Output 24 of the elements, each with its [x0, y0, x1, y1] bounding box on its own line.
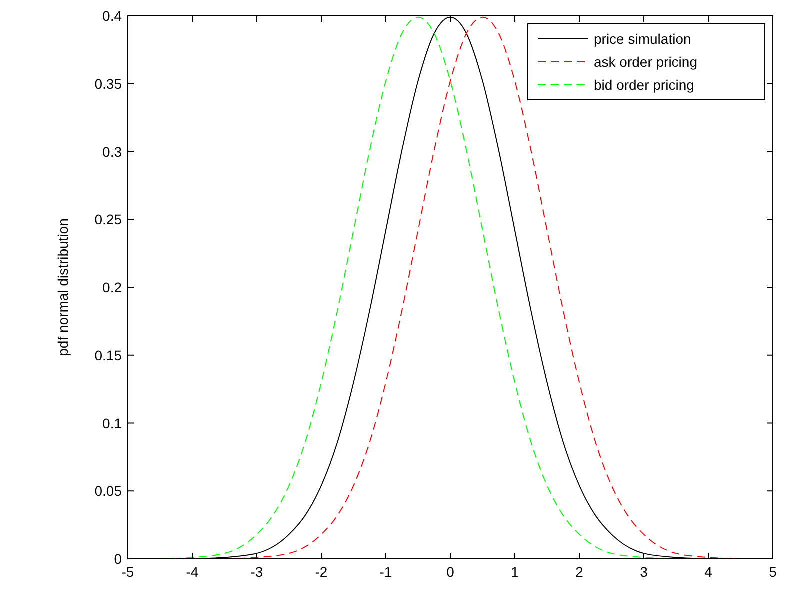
y-tick-label: 0.3 [102, 144, 122, 160]
x-tick-label: -1 [380, 564, 392, 580]
x-tick-label: -5 [122, 564, 134, 580]
legend-label: bid order pricing [594, 77, 694, 93]
y-tick-label: 0.35 [94, 76, 122, 92]
legend-label: price simulation [594, 31, 692, 47]
x-tick-label: 2 [576, 564, 584, 580]
x-tick-label: 5 [769, 564, 778, 580]
y-tick-label: 0.1 [102, 415, 122, 432]
x-tick-label: 1 [511, 564, 520, 580]
legend-label: ask order pricing [594, 54, 698, 70]
x-tick-label: -3 [250, 564, 264, 580]
y-axis-title: pdf normal distribution [55, 218, 71, 356]
x-tick-label: 4 [704, 564, 713, 580]
y-tick-label: 0.4 [102, 8, 122, 24]
y-tick-label: 0.15 [94, 347, 122, 364]
y-tick-label: 0.2 [102, 280, 122, 296]
x-tick-label: 0 [446, 564, 455, 580]
x-tick-label: 3 [640, 564, 648, 580]
y-tick-label: 0.25 [94, 212, 122, 228]
x-tick-label: -2 [315, 564, 328, 580]
y-tick-label: 0 [114, 551, 122, 567]
x-tick-label: -4 [186, 564, 199, 580]
y-tick-label: 0.05 [94, 483, 122, 500]
